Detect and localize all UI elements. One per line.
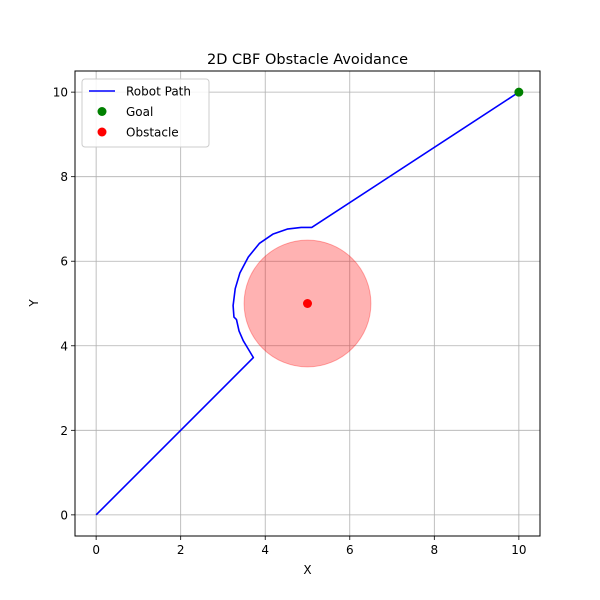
- chart-title: 2D CBF Obstacle Avoidance: [207, 52, 408, 68]
- legend-label: Goal: [126, 105, 153, 119]
- legend-swatch-marker: [97, 107, 107, 116]
- x-tick-label: 10: [511, 543, 526, 557]
- legend-box: [81, 78, 210, 148]
- x-tick-label: 8: [430, 543, 438, 557]
- y-tick-label: 2: [60, 424, 68, 438]
- y-tick-label: 8: [60, 170, 68, 184]
- legend-swatch-marker: [97, 127, 107, 137]
- y-tick-label: 6: [60, 255, 68, 269]
- y-axis-label: Y: [27, 299, 41, 308]
- x-tick-label: 2: [177, 543, 185, 557]
- ticks: 0 2 4 6 8 10 0 2 4 6 8 10: [53, 86, 527, 557]
- y-tick-label: 10: [53, 86, 68, 100]
- x-tick-label: 6: [346, 543, 354, 557]
- x-axis-label: X: [303, 563, 311, 577]
- robot-path-line: [95, 91, 520, 516]
- goal-point: [514, 87, 524, 97]
- y-tick-label: 4: [60, 339, 68, 353]
- legend: Robot Path Goal Obstacle: [81, 78, 210, 148]
- plot-frame: [74, 70, 541, 537]
- x-tick-label: 0: [92, 543, 100, 557]
- series-layer: [95, 87, 524, 516]
- obstacle-point: [303, 299, 312, 308]
- x-tick-label: 4: [261, 543, 269, 557]
- legend-label: Obstacle: [126, 126, 179, 140]
- y-tick-label: 0: [60, 508, 68, 522]
- legend-label: Robot Path: [126, 85, 191, 99]
